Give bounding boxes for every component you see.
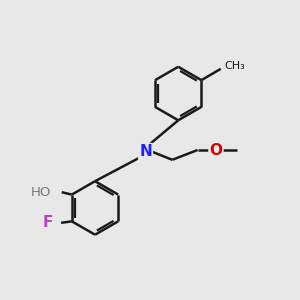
Text: N: N bbox=[139, 144, 152, 159]
Text: CH₃: CH₃ bbox=[224, 61, 245, 71]
Text: O: O bbox=[209, 142, 223, 158]
Text: HO: HO bbox=[31, 186, 51, 199]
Text: F: F bbox=[43, 215, 53, 230]
